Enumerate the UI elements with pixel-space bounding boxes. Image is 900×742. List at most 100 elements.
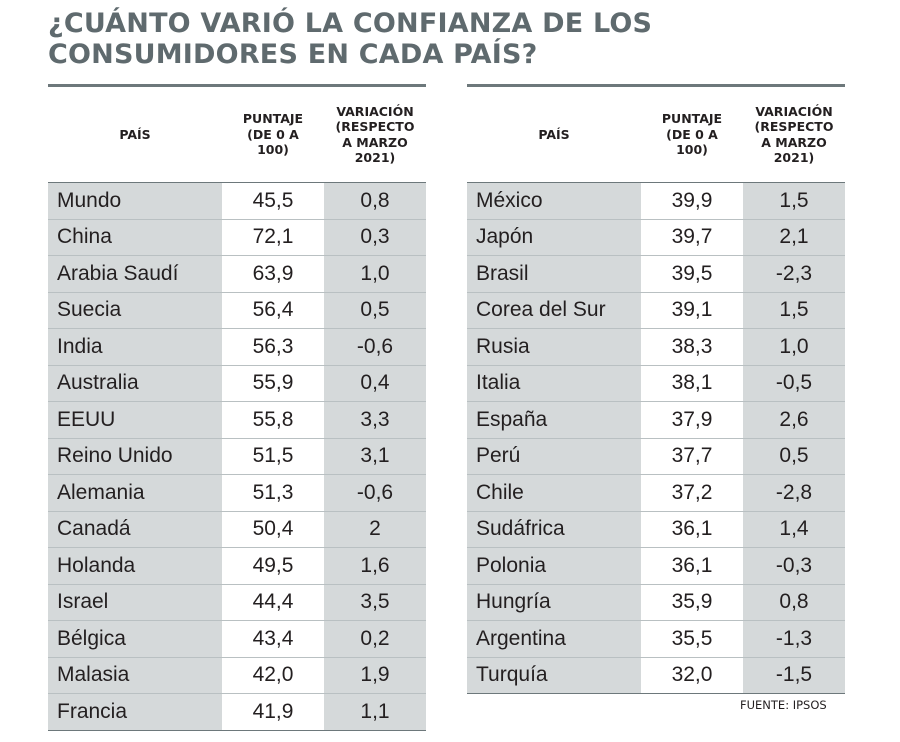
score-cell: 50,4 (222, 511, 324, 547)
variation-cell: 1,0 (743, 329, 845, 365)
score-cell: 44,4 (222, 584, 324, 620)
country-cell: México (467, 183, 641, 219)
variation-cell: 1,5 (743, 183, 845, 219)
table-right: PAÍS PUNTAJE (DE 0 A 100) VARIACIÓN (RES… (467, 84, 845, 694)
title-text: ¿CUÁNTO VARIÓ LA CONFIANZA DE LOS CONSUM… (48, 8, 653, 70)
table-row: Argentina 35,5 -1,3 (467, 621, 845, 658)
variation-cell: -2,8 (743, 475, 845, 511)
header-variation: VARIACIÓN (RESPECTO A MARZO 2021) (335, 103, 415, 166)
score-cell: 37,2 (641, 475, 743, 511)
score-cell: 43,4 (222, 621, 324, 657)
variation-cell: 1,1 (324, 694, 426, 730)
variation-cell: 3,1 (324, 438, 426, 474)
variation-cell: -1,3 (743, 621, 845, 657)
table-body: Mundo 45,5 0,8 China 72,1 0,3 Arabia Saudí 63,9… (48, 183, 426, 731)
score-cell: 55,8 (222, 402, 324, 438)
score-cell: 32,0 (641, 657, 743, 693)
table-body: México 39,9 1,5 Japón 39,7 2,1 Brasil 39,5 -2,3 C… (467, 183, 845, 694)
variation-cell: 1,9 (324, 657, 426, 693)
table-row: Rusia 38,3 1,0 (467, 329, 845, 366)
header-score: PUNTAJE (DE 0 A 100) (242, 111, 304, 158)
country-cell: China (48, 219, 222, 255)
country-cell: India (48, 329, 222, 365)
table-row: Bélgica 43,4 0,2 (48, 621, 426, 658)
table-row: Italia 38,1 -0,5 (467, 365, 845, 402)
table-row: Alemania 51,3 -0,6 (48, 475, 426, 512)
score-cell: 56,3 (222, 329, 324, 365)
country-cell: Arabia Saudí (48, 256, 222, 292)
table-row: Francia 41,9 1,1 (48, 694, 426, 731)
score-cell: 39,9 (641, 183, 743, 219)
country-cell: Canadá (48, 511, 222, 547)
variation-cell: 0,5 (743, 438, 845, 474)
table-row: Arabia Saudí 63,9 1,0 (48, 256, 426, 293)
variation-cell: 0,8 (324, 183, 426, 219)
country-cell: Turquía (467, 657, 641, 693)
score-cell: 35,5 (641, 621, 743, 657)
variation-cell: 1,6 (324, 548, 426, 584)
table-row: Polonia 36,1 -0,3 (467, 548, 845, 585)
country-cell: Bélgica (48, 621, 222, 657)
table-header: PAÍS PUNTAJE (DE 0 A 100) VARIACIÓN (RES… (48, 87, 426, 183)
variation-cell: 3,3 (324, 402, 426, 438)
variation-cell: 0,5 (324, 292, 426, 328)
header-country: PAÍS (538, 126, 570, 142)
table-row: Sudáfrica 36,1 1,4 (467, 511, 845, 548)
variation-cell: 0,8 (743, 584, 845, 620)
score-cell: 49,5 (222, 548, 324, 584)
country-cell: Chile (467, 475, 641, 511)
score-cell: 36,1 (641, 511, 743, 547)
country-cell: Alemania (48, 475, 222, 511)
country-cell: Perú (467, 438, 641, 474)
table-row: Israel 44,4 3,5 (48, 584, 426, 621)
score-cell: 63,9 (222, 256, 324, 292)
country-cell: Rusia (467, 329, 641, 365)
country-cell: Francia (48, 694, 222, 730)
table-row: Japón 39,7 2,1 (467, 219, 845, 256)
table-row: Reino Unido 51,5 3,1 (48, 438, 426, 475)
table-row: Mundo 45,5 0,8 (48, 183, 426, 220)
table-row: Holanda 49,5 1,6 (48, 548, 426, 585)
score-cell: 39,7 (641, 219, 743, 255)
table-row: España 37,9 2,6 (467, 402, 845, 439)
table-header: PAÍS PUNTAJE (DE 0 A 100) VARIACIÓN (RES… (467, 87, 845, 183)
country-cell: Brasil (467, 256, 641, 292)
table-row: Hungría 35,9 0,8 (467, 584, 845, 621)
score-cell: 51,3 (222, 475, 324, 511)
table-row: Suecia 56,4 0,5 (48, 292, 426, 329)
score-cell: 42,0 (222, 657, 324, 693)
country-cell: Japón (467, 219, 641, 255)
table-row: Brasil 39,5 -2,3 (467, 256, 845, 293)
country-cell: Hungría (467, 584, 641, 620)
country-cell: Israel (48, 584, 222, 620)
country-cell: Italia (467, 365, 641, 401)
source-note: FUENTE: IPSOS (740, 698, 827, 712)
header-country: PAÍS (119, 126, 151, 142)
country-cell: Argentina (467, 621, 641, 657)
score-cell: 55,9 (222, 365, 324, 401)
table-row: Perú 37,7 0,5 (467, 438, 845, 475)
variation-cell: -0,5 (743, 365, 845, 401)
table-row: India 56,3 -0,6 (48, 329, 426, 366)
country-cell: Sudáfrica (467, 511, 641, 547)
page-title: ¿CUÁNTO VARIÓ LA CONFIANZA DE LOS CONSUM… (48, 8, 868, 70)
score-cell: 38,3 (641, 329, 743, 365)
score-cell: 41,9 (222, 694, 324, 730)
score-cell: 38,1 (641, 365, 743, 401)
table-row: Australia 55,9 0,4 (48, 365, 426, 402)
header-variation: VARIACIÓN (RESPECTO A MARZO 2021) (754, 103, 834, 166)
country-cell: EEUU (48, 402, 222, 438)
country-cell: Suecia (48, 292, 222, 328)
variation-cell: 0,4 (324, 365, 426, 401)
variation-cell: 3,5 (324, 584, 426, 620)
table-row: EEUU 55,8 3,3 (48, 402, 426, 439)
variation-cell: -0,6 (324, 475, 426, 511)
variation-cell: 1,5 (743, 292, 845, 328)
country-cell: Mundo (48, 183, 222, 219)
table-row: Corea del Sur 39,1 1,5 (467, 292, 845, 329)
header-score: PUNTAJE (DE 0 A 100) (661, 111, 723, 158)
score-cell: 39,5 (641, 256, 743, 292)
variation-cell: -2,3 (743, 256, 845, 292)
score-cell: 36,1 (641, 548, 743, 584)
score-cell: 45,5 (222, 183, 324, 219)
